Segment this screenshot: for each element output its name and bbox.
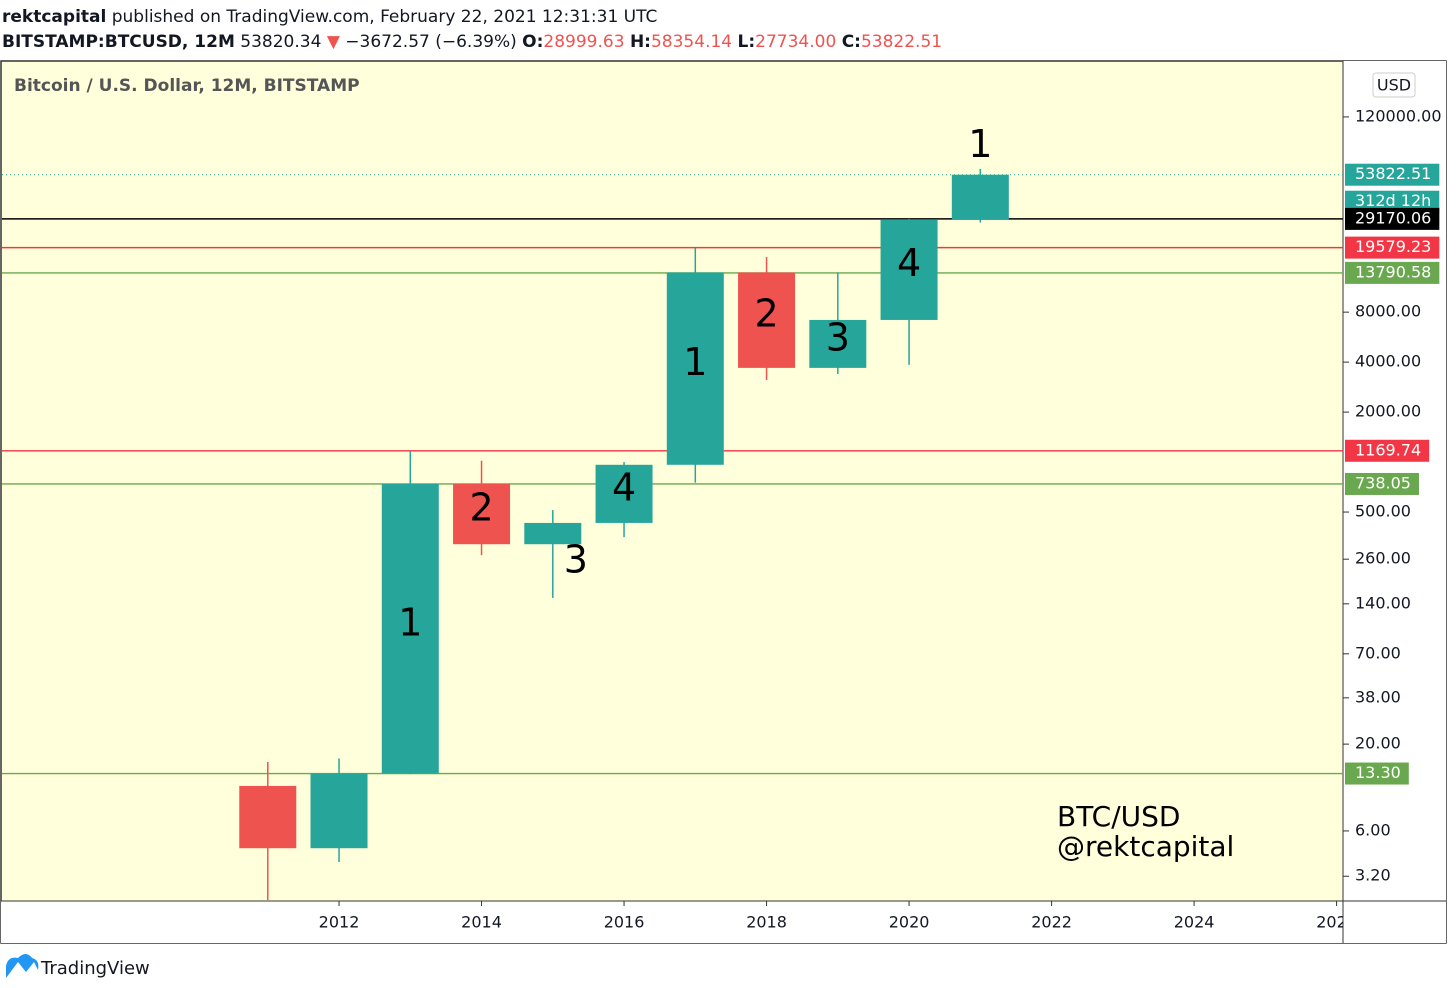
time-axis — [1, 901, 1343, 943]
y-tick-label: 70.00 — [1355, 643, 1401, 662]
chart-frame — [0, 60, 1447, 944]
y-tick-label: 20.00 — [1355, 734, 1401, 753]
y-tick-label: 4000.00 — [1355, 352, 1421, 371]
change: −3672.57 (−6.39%) — [345, 32, 516, 52]
level-label-box — [1345, 472, 1419, 495]
candle-body — [666, 272, 724, 465]
annotation: 1 — [398, 600, 422, 644]
published: published on TradingView.com, February 2… — [112, 7, 658, 27]
c: 53822.51 — [861, 32, 942, 52]
last-price-label-box — [1345, 163, 1440, 186]
y-tick-label: 2000.00 — [1355, 402, 1421, 421]
symbol: BITSTAMP:BTCUSD, 12M — [2, 32, 235, 52]
level-label: 19579.23 — [1355, 237, 1431, 256]
y-tick-label: 120000.00 — [1355, 106, 1442, 125]
chart-title: Bitcoin / U.S. Dollar, 12M, BITSTAMP — [14, 76, 360, 96]
last-price-label: 53822.51 — [1355, 164, 1431, 183]
logo — [6, 954, 39, 978]
candle-body — [595, 464, 653, 523]
y-tick-label: 8000.00 — [1355, 302, 1421, 321]
level-label: 13.30 — [1355, 763, 1401, 782]
level-label: 1169.74 — [1355, 440, 1421, 459]
unit-box — [1372, 72, 1416, 98]
x-axis: 2012 2014 2016 2018 2020 2022 2024 2026 — [319, 901, 1357, 932]
watermark: @rektcapital — [1057, 830, 1234, 863]
crosshair-label: 29170.06 — [1355, 208, 1431, 227]
header-line-2: BITSTAMP:BTCUSD, 12M 53820.34 ▼ −3672.57… — [2, 32, 942, 52]
annotation: 3 — [826, 315, 850, 359]
annotation: 4 — [612, 465, 636, 509]
candle-body — [524, 522, 582, 545]
y-tick-label: 38.00 — [1355, 687, 1401, 706]
level-label-box — [1345, 439, 1430, 462]
countdown-label-box — [1345, 190, 1440, 213]
y-tick-label: 500.00 — [1355, 502, 1411, 521]
o: 28999.63 — [543, 32, 624, 52]
price: 53820.34 — [240, 32, 321, 52]
level-label-box — [1345, 236, 1440, 259]
unit: USD — [1377, 76, 1411, 95]
y-tick-label: 140.00 — [1355, 593, 1411, 612]
candle-body — [453, 483, 511, 545]
annotation: 2 — [469, 486, 493, 530]
annotation: 3 — [564, 538, 588, 582]
x-tick-label: 2018 — [746, 913, 787, 932]
c-label: C: — [842, 32, 861, 52]
h: 58354.14 — [651, 32, 732, 52]
crosshair-label-box — [1345, 207, 1440, 230]
o-label: O: — [522, 32, 543, 52]
x-tick-label: 2020 — [889, 913, 930, 932]
candle-body — [381, 483, 439, 774]
x-tick-label: 2014 — [461, 913, 502, 932]
y-tick-label: 260.00 — [1355, 549, 1411, 568]
x-tick-label: 2024 — [1174, 913, 1215, 932]
author: rektcapital — [2, 7, 106, 27]
h-label: H: — [630, 32, 651, 52]
countdown-label: 312d 12h — [1355, 191, 1431, 210]
annotation: 1 — [683, 340, 707, 384]
level-label-box — [1345, 762, 1409, 785]
x-tick-label: 2022 — [1031, 913, 1072, 932]
y-tick-label: 6.00 — [1355, 820, 1391, 839]
candle-body — [310, 773, 368, 849]
y-tick-label: 3.20 — [1355, 866, 1391, 885]
level-label-box — [1345, 261, 1440, 284]
annotation: 2 — [754, 292, 778, 336]
brand: TradingView — [40, 958, 150, 979]
annotation: 1 — [968, 122, 992, 166]
level-label: 738.05 — [1355, 473, 1411, 492]
l: 27734.00 — [755, 32, 836, 52]
candle-body — [951, 174, 1009, 220]
x-tick-label: 2012 — [319, 913, 360, 932]
candle-body — [738, 272, 796, 368]
x-tick-label: 2026 — [1316, 913, 1357, 932]
candle-body — [880, 219, 938, 320]
level-label: 13790.58 — [1355, 262, 1431, 281]
candle-body — [239, 785, 297, 849]
arrow: ▼ — [327, 32, 341, 52]
annotation: 4 — [897, 241, 921, 285]
header-line-1: rektcapital published on TradingView.com… — [2, 7, 657, 27]
x-tick-label: 2016 — [604, 913, 645, 932]
watermark: BTC/USD — [1057, 800, 1180, 833]
candle-body — [809, 319, 867, 368]
l-label: L: — [738, 32, 756, 52]
